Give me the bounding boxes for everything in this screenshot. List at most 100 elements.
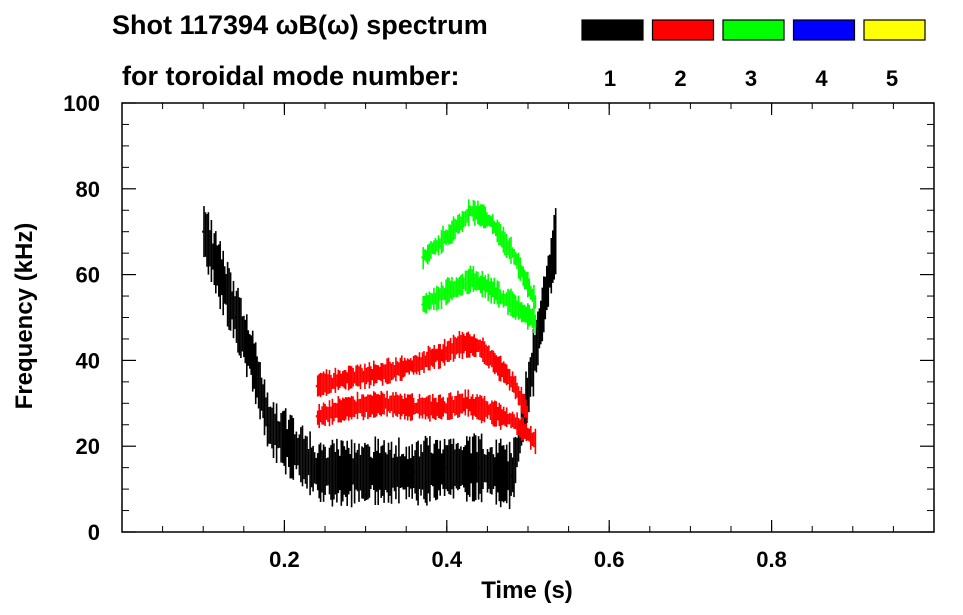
spectrum-mark	[439, 394, 441, 419]
spectrum-mark	[304, 435, 307, 484]
spectrum-mark	[443, 231, 446, 244]
spectrum-mark	[490, 216, 492, 228]
y-tick-label: 0	[88, 520, 100, 545]
spectrum-mark	[350, 439, 353, 508]
spectrum-mark	[466, 436, 468, 502]
spectrum-mark	[546, 265, 548, 311]
spectrum-mark	[340, 400, 343, 423]
spectrum-mark	[485, 400, 487, 417]
spectrum-mark	[298, 434, 301, 476]
spectrum-mark	[389, 449, 391, 496]
spectrum-mark	[446, 277, 449, 304]
spectrum-mark	[454, 396, 456, 416]
spectrum-mark	[451, 220, 453, 244]
spectrum-mark	[433, 344, 436, 369]
spectrum-mark	[460, 216, 462, 231]
spectrum-mark	[484, 206, 486, 229]
series-point	[461, 217, 465, 220]
spectrum-mark	[470, 336, 472, 353]
spectrum-mark	[427, 395, 430, 419]
spectrum-mark	[507, 414, 509, 425]
spectrum-mark	[449, 224, 452, 244]
spectrum-mark	[470, 453, 472, 484]
spectrum-mark	[482, 449, 484, 489]
spectrum-mark	[489, 351, 492, 366]
spectrum-mark	[514, 375, 517, 400]
spectrum-mark	[477, 200, 479, 225]
series-point	[470, 277, 473, 281]
series-point	[267, 423, 270, 426]
spectrum-mark	[352, 458, 354, 485]
series-point	[413, 470, 416, 474]
spectrum-mark	[460, 394, 462, 414]
spectrum-mark	[499, 438, 502, 508]
series-point	[421, 303, 424, 306]
spectrum-mark	[347, 396, 350, 421]
spectrum-mark	[430, 292, 432, 310]
spectrum-mark	[504, 232, 506, 256]
spectrum-mark	[466, 396, 468, 409]
spectrum-mark	[213, 233, 216, 286]
spectrum-mark	[319, 442, 322, 502]
legend-swatch	[581, 19, 644, 41]
spectrum-mark	[435, 349, 437, 363]
spectrum-mark	[455, 220, 458, 233]
spectrum-mark	[328, 400, 331, 427]
spectrum-mark	[523, 424, 526, 439]
spectrum-mark	[492, 350, 495, 373]
spectrum-mark	[240, 297, 242, 358]
spectrum-mark	[443, 401, 446, 413]
spectrum-mark	[489, 403, 492, 420]
series-point	[445, 234, 448, 238]
spectrum-mark	[291, 415, 293, 479]
spectrum-mark	[432, 348, 434, 367]
spectrum-mark	[378, 453, 381, 490]
spectrum-mark	[336, 374, 338, 387]
spectrum-mark	[464, 445, 467, 493]
spectrum-mark	[207, 212, 210, 275]
spectrum-mark	[430, 241, 432, 259]
spectrum-mark	[492, 402, 495, 427]
spectrum-mark	[517, 417, 520, 436]
spectrum-mark	[454, 280, 456, 297]
spectrum-mark	[212, 243, 214, 270]
series-point	[315, 384, 319, 388]
spectrum-mark	[483, 341, 486, 365]
spectrum-mark	[399, 456, 402, 488]
spectrum-mark	[371, 395, 374, 415]
spectrum-mark	[498, 281, 500, 308]
spectrum-mark	[418, 456, 421, 490]
spectrum-mark	[504, 294, 506, 306]
series-point	[413, 406, 416, 409]
spectrum-mark	[528, 361, 530, 413]
y-tick-label: 100	[63, 91, 100, 116]
spectrum-mark	[371, 458, 374, 486]
spectrum-mark	[278, 421, 281, 448]
spectrum-mark	[493, 277, 496, 305]
legend-label: 3	[745, 66, 757, 91]
spectrum-mark	[529, 357, 532, 397]
spectrum-mark	[281, 411, 284, 464]
y-axis-label: Frequency (kHz)	[11, 223, 38, 410]
spectrum-mark	[337, 369, 340, 390]
spectrum-mark	[423, 440, 425, 500]
spectrum-mark	[553, 215, 555, 280]
spectrum-mark	[424, 249, 426, 261]
series-point	[445, 350, 448, 353]
spectrum-mark	[467, 331, 470, 358]
series-mode-3	[421, 265, 537, 334]
spectrum-mark	[365, 367, 368, 385]
spectrum-mark	[355, 401, 357, 414]
spectrum-mark	[229, 272, 232, 331]
spectrum-mark	[457, 390, 459, 418]
spectrum-mark	[496, 280, 499, 305]
spectrum-mark	[448, 439, 450, 495]
spectrum-mark	[431, 242, 434, 254]
spectrum-mark	[474, 200, 476, 226]
spectrum-mark	[429, 394, 431, 422]
spectrum-mark	[483, 277, 485, 291]
spectrum-mark	[318, 403, 320, 429]
spectrum-mark	[392, 457, 394, 488]
spectrum-mark	[437, 344, 440, 370]
spectrum-mark	[467, 440, 470, 495]
